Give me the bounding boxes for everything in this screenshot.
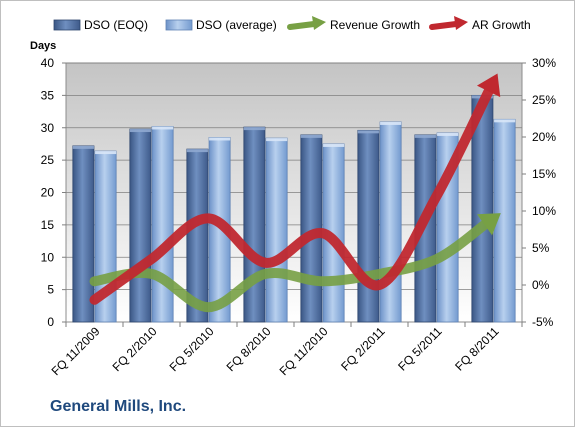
legend-ar-growth-swatch xyxy=(429,21,459,30)
y-tick-label: 35 xyxy=(41,88,55,102)
x-tick-label: FQ 5/2011 xyxy=(395,324,445,374)
y-tick-label: 0 xyxy=(47,315,54,329)
y-tick-label: 10 xyxy=(41,250,55,264)
bar-top-highlight xyxy=(437,132,459,136)
bar-top-highlight xyxy=(95,151,117,155)
legend-revenue-growth-arrowhead xyxy=(312,16,326,30)
bar-dso-eoq xyxy=(243,126,266,323)
y-tick-label: 5 xyxy=(47,283,54,297)
company-name: General Mills, Inc. xyxy=(50,398,187,415)
bar-dso-eoq xyxy=(357,129,380,323)
bar-top-highlight xyxy=(414,134,436,138)
y2-tick-label: 15% xyxy=(532,167,556,181)
legend-dso-eoq-swatch xyxy=(53,19,81,31)
bar-top-highlight xyxy=(243,127,265,131)
ar-growth-arrowhead xyxy=(476,73,501,98)
y2-tick-label: 30% xyxy=(532,56,556,70)
bar-top-highlight xyxy=(72,145,94,149)
y-tick-label: 30 xyxy=(41,121,55,135)
bar-top-highlight xyxy=(300,134,322,138)
bar-top-highlight xyxy=(323,143,345,147)
y-axis-label: Days xyxy=(30,40,57,52)
bar-top-highlight xyxy=(152,126,174,130)
legend-dso-average-swatch xyxy=(165,19,193,31)
bar-top-highlight xyxy=(494,119,516,123)
y-tick-label: 40 xyxy=(41,56,55,70)
revenue-growth-line xyxy=(89,219,490,313)
bar-top-highlight xyxy=(380,121,402,125)
y2-tick-label: -5% xyxy=(532,315,554,329)
legend-revenue-growth-label: Revenue Growth xyxy=(330,18,420,32)
x-tick-label: FQ 8/2010 xyxy=(224,324,274,374)
y2-tick-label: 10% xyxy=(532,204,556,218)
bar-dso-average xyxy=(151,126,174,323)
x-tick-label: FQ 2/2011 xyxy=(338,324,388,374)
y2-tick-label: 20% xyxy=(532,130,556,144)
legend-dso-eoq-label: DSO (EOQ) xyxy=(84,18,148,32)
x-tick-label: FQ 5/2010 xyxy=(167,324,217,374)
legend-dso-average-label: DSO (average) xyxy=(196,18,277,32)
x-tick-label: FQ 11/2009 xyxy=(49,324,103,378)
bar-top-highlight xyxy=(129,129,151,133)
x-tick-label: FQ 8/2011 xyxy=(452,324,502,374)
y2-tick-label: 5% xyxy=(532,241,550,255)
bar-dso-average xyxy=(265,137,288,323)
legend-revenue-growth-swatch xyxy=(287,21,317,30)
x-tick-label: FQ 2/2010 xyxy=(110,324,160,374)
y2-tick-label: 25% xyxy=(532,93,556,107)
bar-dso-average xyxy=(379,121,402,323)
y-tick-label: 20 xyxy=(41,186,55,200)
legend-ar-growth-label: AR Growth xyxy=(472,18,531,32)
y-tick-label: 15 xyxy=(41,218,55,232)
bar-dso-eoq xyxy=(129,128,152,323)
revenue-growth-arrowhead xyxy=(476,213,501,236)
legend-ar-growth-arrowhead xyxy=(454,16,468,30)
bar-top-highlight xyxy=(266,138,288,142)
x-tick-label: FQ 11/2010 xyxy=(277,324,331,378)
y2-tick-label: 0% xyxy=(532,278,550,292)
bar-top-highlight xyxy=(186,149,208,153)
bar-top-highlight xyxy=(209,137,231,141)
ar-growth-line xyxy=(89,86,494,305)
y-tick-label: 25 xyxy=(41,153,55,167)
bar-top-highlight xyxy=(357,130,379,134)
bar-dso-eoq xyxy=(72,145,95,323)
